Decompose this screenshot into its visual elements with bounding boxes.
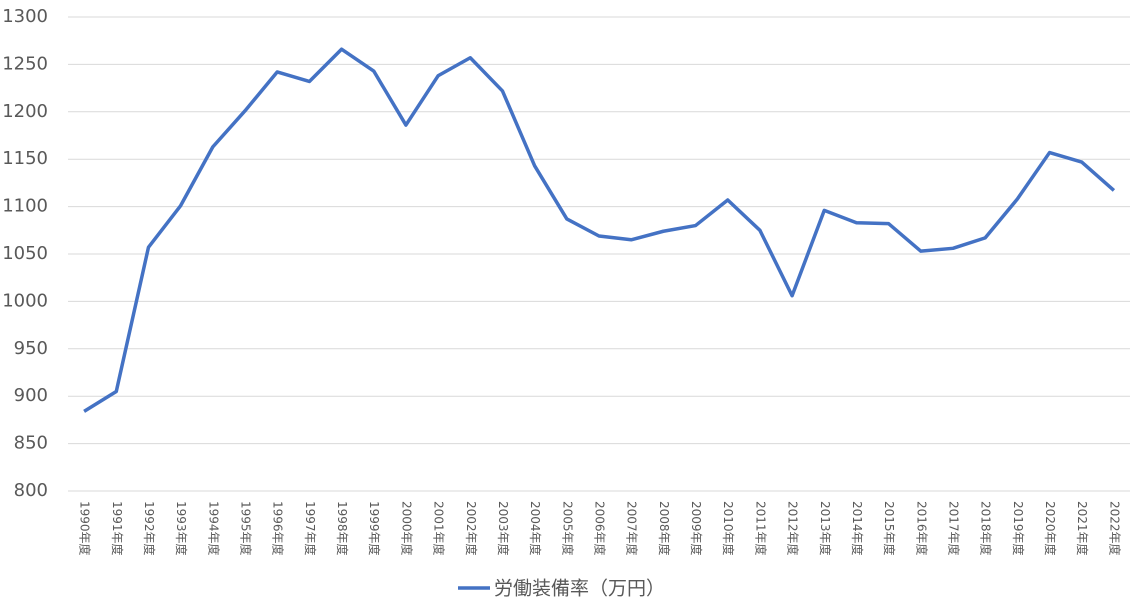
- x-tick-label: 2020年度: [1043, 501, 1058, 556]
- legend-label: 労働装備率（万円）: [494, 578, 665, 600]
- y-tick-label: 1000: [2, 290, 48, 311]
- x-tick-label: 2006年度: [593, 501, 608, 556]
- x-tick-label: 2013年度: [818, 501, 833, 556]
- y-tick-label: 1150: [2, 148, 48, 169]
- data-line: [83, 47, 1116, 413]
- x-tick-label: 2009年度: [689, 501, 704, 556]
- x-tick-label: 2000年度: [399, 501, 414, 556]
- x-tick-label: 2004年度: [528, 501, 543, 556]
- x-tick-label: 2001年度: [432, 501, 447, 556]
- x-tick-label: 2008年度: [657, 501, 672, 556]
- x-tick-label: 1993年度: [174, 501, 189, 556]
- x-tick-label: 2016年度: [914, 501, 929, 556]
- y-tick-label: 1200: [2, 101, 48, 122]
- x-tick-label: 2003年度: [496, 501, 511, 556]
- x-tick-label: 1996年度: [271, 501, 286, 556]
- y-tick-label: 1250: [2, 53, 48, 74]
- x-tick-label: 1999年度: [367, 501, 382, 556]
- x-tick-label: 2015年度: [882, 501, 897, 556]
- y-tick-label: 800: [14, 480, 48, 501]
- x-tick-label: 2014年度: [850, 501, 865, 556]
- y-tick-label: 1100: [2, 196, 48, 217]
- y-tick-label: 950: [14, 338, 48, 359]
- x-tick-label: 2010年度: [721, 501, 736, 556]
- x-tick-label: 1990年度: [78, 501, 93, 556]
- y-tick-label: 1300: [2, 6, 48, 27]
- y-tick-label: 1050: [2, 243, 48, 264]
- x-tick-label: 1994年度: [206, 501, 221, 556]
- x-tick-label: 2021年度: [1075, 501, 1090, 556]
- x-tick-label: 1998年度: [335, 501, 350, 556]
- y-tick-label: 900: [14, 385, 48, 406]
- x-tick-label: 2005年度: [560, 501, 575, 556]
- x-tick-label: 2012年度: [786, 501, 801, 556]
- x-tick-label: 1991年度: [110, 501, 125, 556]
- y-tick-label: 850: [14, 433, 48, 454]
- x-tick-label: 1997年度: [303, 501, 318, 556]
- x-tick-label: 1992年度: [142, 501, 157, 556]
- x-tick-label: 2002年度: [464, 501, 479, 556]
- x-tick-label: 2018年度: [979, 501, 994, 556]
- x-tick-label: 2019年度: [1011, 501, 1026, 556]
- x-tick-label: 2017年度: [947, 501, 962, 556]
- x-tick-label: 2011年度: [753, 501, 768, 556]
- x-tick-label: 2022年度: [1107, 501, 1122, 556]
- x-tick-label: 2007年度: [625, 501, 640, 556]
- x-tick-label: 1995年度: [239, 501, 254, 556]
